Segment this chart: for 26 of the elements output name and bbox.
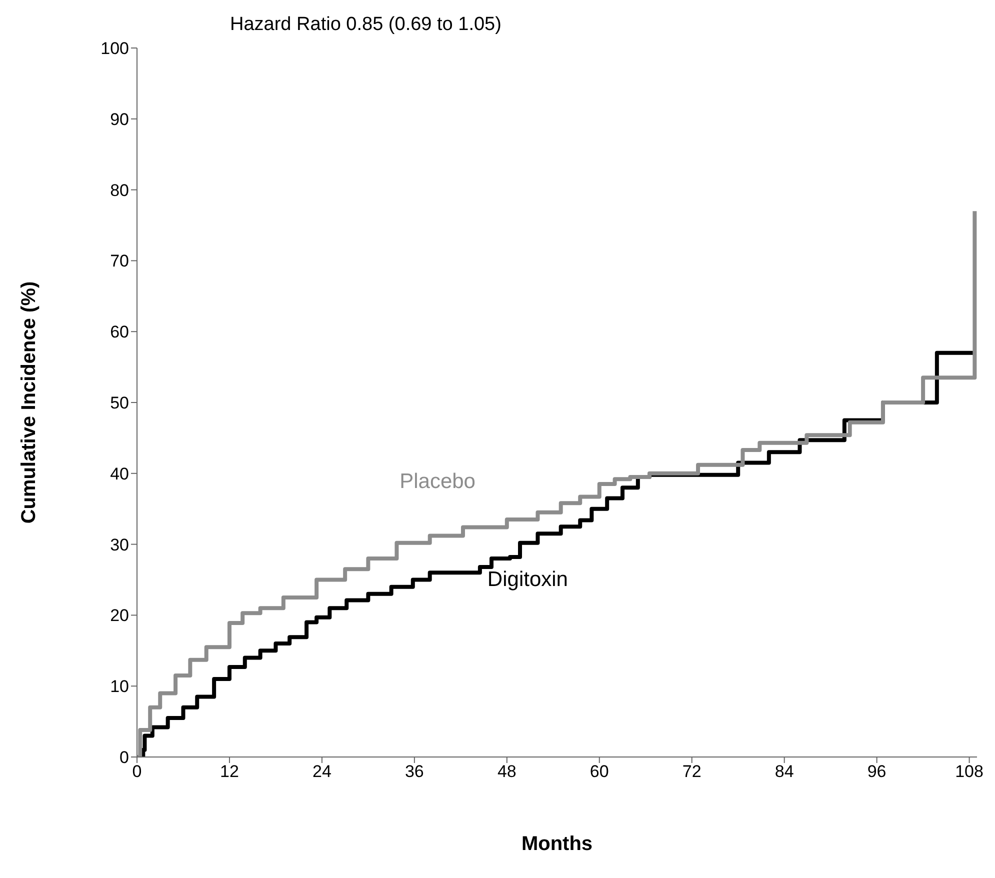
y-tick-label: 10	[110, 677, 129, 696]
y-tick-label: 40	[110, 464, 129, 484]
series-label: Placebo	[400, 470, 476, 494]
y-axis-title: Cumulative Incidence (%)	[18, 281, 40, 524]
y-tick-label: 0	[120, 748, 129, 768]
y-tick-label: 90	[110, 110, 129, 129]
y-tick-label: 60	[110, 322, 129, 342]
x-tick-label: 96	[867, 762, 886, 782]
x-axis-title: Months	[521, 833, 593, 855]
y-tick-label: 30	[110, 535, 129, 554]
y-tick-label: 70	[110, 252, 129, 271]
x-tick-label: 24	[312, 762, 332, 782]
y-tick-label: 100	[100, 39, 129, 58]
x-tick-label: 60	[590, 762, 609, 782]
chart-title: Hazard Ratio 0.85 (0.69 to 1.05)	[230, 14, 502, 36]
x-tick-label: 0	[132, 762, 142, 782]
x-tick-label: 84	[774, 762, 794, 782]
series-label: Digitoxin	[487, 568, 568, 592]
x-tick-label: 108	[955, 762, 984, 782]
y-tick-label: 20	[110, 606, 129, 626]
y-tick-label: 50	[110, 394, 129, 413]
x-tick-label: 36	[404, 762, 424, 782]
x-tick-label: 12	[220, 762, 239, 782]
x-tick-label: 48	[497, 762, 516, 782]
y-tick-label: 80	[110, 180, 129, 200]
x-tick-label: 72	[682, 762, 702, 782]
